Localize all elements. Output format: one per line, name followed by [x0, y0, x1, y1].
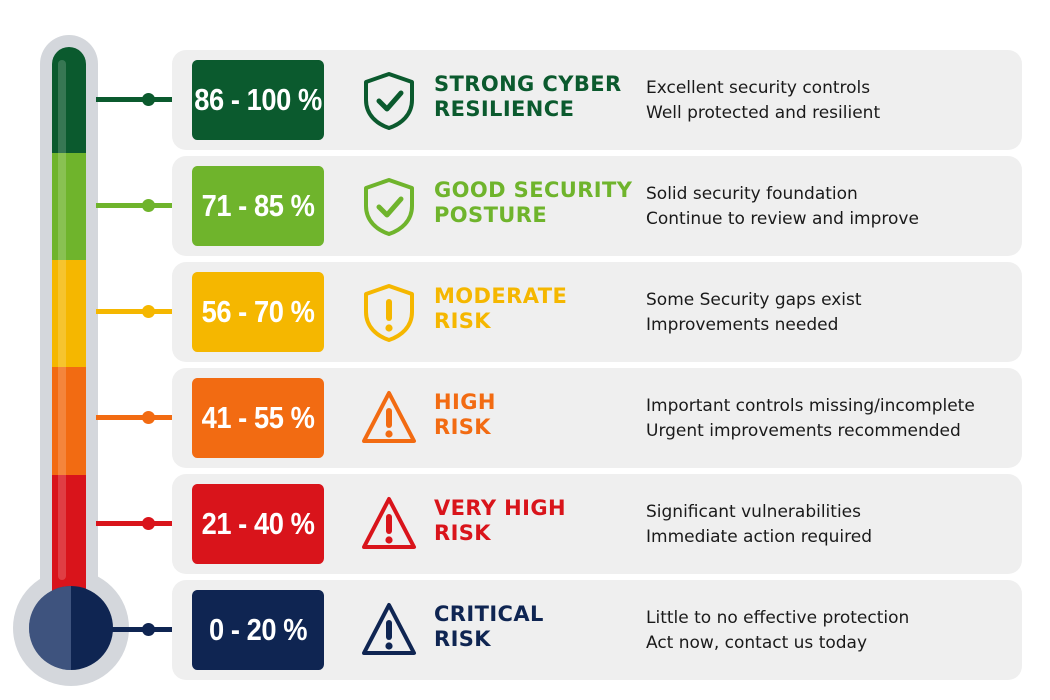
connector-dot — [142, 517, 155, 530]
level-row-4: 41 - 55 % HIGH RISK Important controls m… — [172, 368, 1022, 468]
shield-check-icon — [364, 72, 414, 130]
level-title-line1: CRITICAL — [434, 602, 544, 626]
level-connector-1 — [96, 93, 182, 106]
level-row-3: 56 - 70 % MODERATE RISK Some Security ga… — [172, 262, 1022, 362]
shield-check-icon — [364, 178, 414, 236]
level-description: Excellent security controls Well protect… — [646, 76, 1016, 126]
level-title: CRITICAL RISK — [434, 602, 634, 652]
level-title-line1: STRONG CYBER — [434, 72, 622, 96]
connector-dot — [142, 305, 155, 318]
level-range-badge: 86 - 100 % — [192, 60, 324, 140]
thermometer-segment-4 — [52, 367, 86, 475]
level-title: STRONG CYBER RESILIENCE — [434, 72, 634, 122]
level-range-badge: 21 - 40 % — [192, 484, 324, 564]
level-title-line1: VERY HIGH — [434, 496, 566, 520]
level-title-line2: RISK — [434, 309, 491, 333]
thermometer-fill — [52, 47, 86, 607]
level-title: MODERATE RISK — [434, 284, 634, 334]
connector-dot — [142, 93, 155, 106]
thermometer — [0, 0, 170, 700]
level-description: Significant vulnerabilities Immediate ac… — [646, 500, 1016, 550]
level-desc-line2: Act now, contact us today — [646, 633, 868, 653]
level-row-5: 21 - 40 % VERY HIGH RISK Significant vul… — [172, 474, 1022, 574]
level-connector-5 — [96, 517, 182, 530]
thermometer-shine — [58, 60, 66, 580]
warning-triangle-icon — [362, 603, 416, 655]
level-title: GOOD SECURITY POSTURE — [434, 178, 634, 228]
level-connector-6 — [96, 623, 182, 636]
level-row-1: 86 - 100 % STRONG CYBER RESILIENCE Excel… — [172, 50, 1022, 150]
connector-dot — [142, 199, 155, 212]
level-title-line2: RISK — [434, 521, 491, 545]
level-description: Little to no effective protection Act no… — [646, 606, 1016, 656]
thermometer-segment-3 — [52, 260, 86, 367]
level-range-badge: 41 - 55 % — [192, 378, 324, 458]
level-desc-line1: Solid security foundation — [646, 184, 858, 204]
level-desc-line1: Excellent security controls — [646, 78, 871, 98]
level-range-badge: 0 - 20 % — [192, 590, 324, 670]
level-title-line1: MODERATE — [434, 284, 568, 308]
level-desc-line2: Immediate action required — [646, 527, 873, 547]
level-title-line1: HIGH — [434, 390, 496, 414]
level-desc-line1: Some Security gaps exist — [646, 290, 862, 310]
level-desc-line2: Improvements needed — [646, 315, 839, 335]
level-desc-line1: Important controls missing/incomplete — [646, 396, 975, 416]
level-range-badge: 56 - 70 % — [192, 272, 324, 352]
level-desc-line2: Continue to review and improve — [646, 209, 919, 229]
level-connector-3 — [96, 305, 182, 318]
warning-triangle-icon — [362, 497, 416, 549]
level-title-line2: RISK — [434, 415, 491, 439]
thermometer-segment-5 — [52, 475, 86, 607]
thermometer-segment-1 — [52, 47, 86, 153]
connector-dot — [142, 623, 155, 636]
level-row-6: 0 - 20 % CRITICAL RISK Little to no effe… — [172, 580, 1022, 680]
level-desc-line1: Significant vulnerabilities — [646, 502, 861, 522]
level-range-badge: 71 - 85 % — [192, 166, 324, 246]
level-title-line1: GOOD SECURITY — [434, 178, 633, 202]
level-description: Some Security gaps exist Improvements ne… — [646, 288, 1016, 338]
level-row-2: 71 - 85 % GOOD SECURITY POSTURE Solid se… — [172, 156, 1022, 256]
level-desc-line2: Urgent improvements recommended — [646, 421, 961, 441]
connector-dot — [142, 411, 155, 424]
level-title-line2: POSTURE — [434, 203, 548, 227]
level-connector-2 — [96, 199, 182, 212]
level-title: VERY HIGH RISK — [434, 496, 634, 546]
thermometer-segment-2 — [52, 153, 86, 260]
level-description: Important controls missing/incomplete Ur… — [646, 394, 1016, 444]
level-title-line2: RESILIENCE — [434, 97, 575, 121]
level-description: Solid security foundation Continue to re… — [646, 182, 1016, 232]
level-desc-line2: Well protected and resilient — [646, 103, 881, 123]
shield-exclamation-icon — [364, 284, 414, 342]
thermometer-bulb-shine — [29, 586, 113, 670]
level-connector-4 — [96, 411, 182, 424]
level-desc-line1: Little to no effective protection — [646, 608, 910, 628]
warning-triangle-icon — [362, 391, 416, 443]
level-title: HIGH RISK — [434, 390, 634, 440]
level-title-line2: RISK — [434, 627, 491, 651]
